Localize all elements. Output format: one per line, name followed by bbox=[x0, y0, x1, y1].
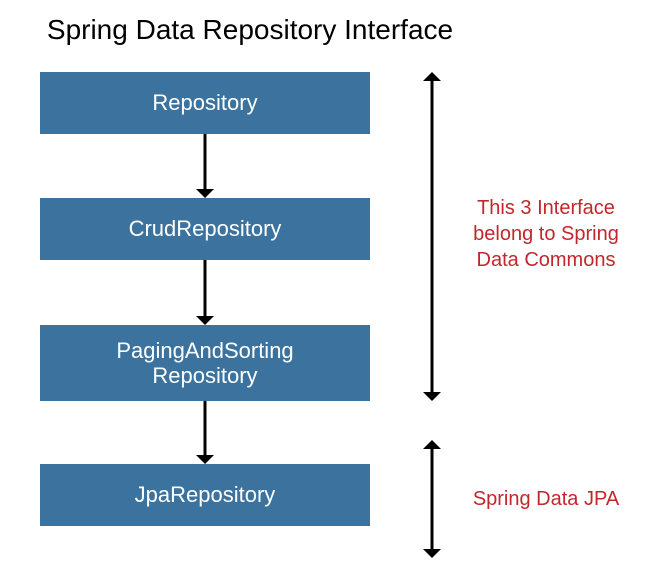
box-jpa-repository: JpaRepository bbox=[40, 464, 370, 526]
diagram-canvas: Spring Data Repository Interface Reposit… bbox=[0, 0, 650, 576]
diagram-title: Spring Data Repository Interface bbox=[0, 14, 500, 46]
bracket-double-arrow-icon bbox=[421, 72, 443, 401]
box-label: JpaRepository bbox=[135, 482, 276, 507]
arrow-down-icon bbox=[194, 134, 216, 198]
box-label: Repository bbox=[152, 90, 257, 115]
box-repository: Repository bbox=[40, 72, 370, 134]
box-label: PagingAndSortingRepository bbox=[116, 338, 293, 389]
arrow-down-icon bbox=[194, 260, 216, 325]
box-paging-sorting-repository: PagingAndSortingRepository bbox=[40, 325, 370, 401]
box-label: CrudRepository bbox=[129, 216, 282, 241]
annotation-jpa: Spring Data JPA bbox=[456, 486, 636, 512]
arrow-down-icon bbox=[194, 401, 216, 464]
annotation-commons: This 3 Interfacebelong to SpringData Com… bbox=[456, 195, 636, 273]
box-crud-repository: CrudRepository bbox=[40, 198, 370, 260]
bracket-double-arrow-icon bbox=[421, 440, 443, 558]
